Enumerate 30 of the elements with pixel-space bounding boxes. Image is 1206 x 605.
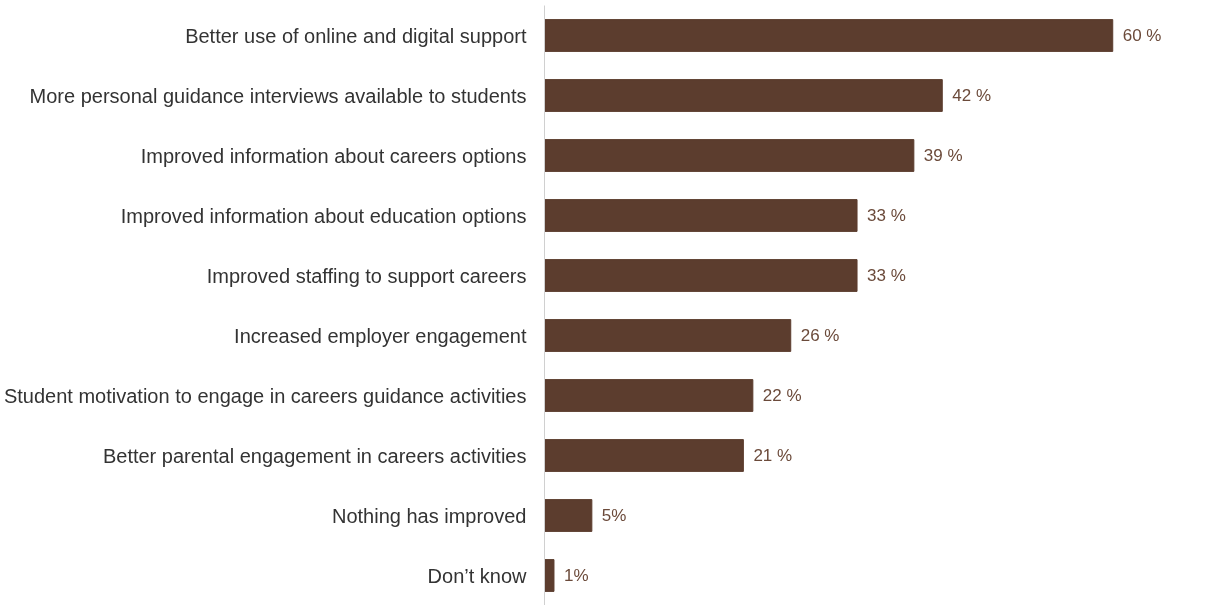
bar [544, 259, 858, 292]
y-tick-label: Don’t know [427, 564, 528, 587]
data-label: 26 % [800, 326, 840, 345]
bar [544, 19, 1114, 52]
y-tick-label: Increased employer engagement [234, 324, 527, 347]
data-label: 33 % [867, 266, 906, 285]
data-label: 1% [563, 566, 589, 585]
y-tick-label: Better use of online and digital support [185, 24, 527, 47]
bar [544, 319, 792, 352]
y-tick-label: Better parental engagement in careers activities [102, 444, 527, 467]
data-label: 60 % [1122, 26, 1162, 45]
data-label: 22 % [762, 386, 802, 405]
y-tick-label: Nothing has improved [331, 504, 527, 527]
bar [544, 379, 754, 412]
data-label: 21 % [753, 446, 793, 465]
y-tick-label: Improved information about careers options [140, 144, 527, 167]
bar [544, 199, 858, 232]
data-label: 42 % [952, 86, 992, 105]
y-tick-label: Improved information about education options [120, 204, 527, 227]
data-label: 5% [601, 506, 627, 525]
bar [544, 559, 555, 592]
y-tick-label: Improved staffing to support careers [206, 264, 527, 287]
y-tick-label: More personal guidance interviews available to students [29, 84, 527, 107]
bar [544, 139, 915, 172]
bar [544, 499, 593, 532]
bar [544, 439, 744, 472]
data-label: 39 % [923, 146, 963, 165]
y-tick-label: Student motivation to engage in careers guidance activities [3, 384, 527, 407]
data-label: 33 % [867, 206, 906, 225]
bar [544, 79, 943, 112]
